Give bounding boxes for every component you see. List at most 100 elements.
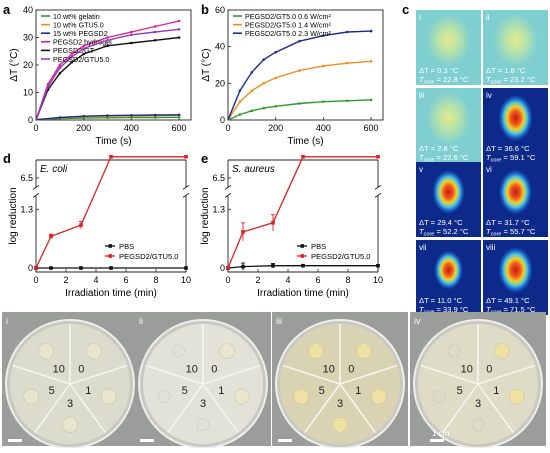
data-point (184, 154, 188, 159)
data-point (369, 60, 373, 63)
data-point (376, 154, 380, 159)
axis-break-mark (32, 184, 40, 190)
sector-divider (69, 383, 106, 434)
thermal-delta-t: ΔT = 2.8 °C (419, 144, 459, 153)
x-tick-label: 6 (123, 275, 128, 285)
data-point (153, 113, 157, 117)
cleared-spot (196, 418, 210, 432)
data-point (250, 109, 254, 113)
data-point (298, 39, 301, 43)
axis-break-mark (374, 192, 382, 198)
data-point (369, 98, 373, 102)
sector-label: 10 (461, 363, 473, 375)
legend-label-1: PEGSD2/GTU5.0 (311, 252, 371, 261)
x-tick-label: 600 (172, 123, 187, 133)
x-tick-label: 10 (181, 275, 191, 285)
sector-divider (12, 364, 71, 385)
data-point (177, 115, 181, 119)
sector-label: 3 (475, 398, 481, 410)
data-point (58, 63, 62, 67)
scale-bar-label: 1 cm (432, 429, 450, 438)
x-tick-label: 0 (225, 123, 230, 133)
y-tick-label: 6.5 (20, 173, 33, 183)
axis-break-mark (182, 184, 190, 190)
legend-label-0: PBS (119, 242, 134, 251)
thermal-core-temp: Tcore = 22.8 °C (419, 75, 469, 86)
sector-divider (339, 383, 376, 434)
data-point (369, 29, 373, 33)
data-point (262, 106, 266, 110)
colony-spot (356, 343, 372, 359)
data-point (109, 266, 113, 270)
thermal-hotspot (498, 95, 533, 141)
thermal-hotspot (426, 14, 471, 66)
data-point (274, 76, 277, 80)
data-point (250, 89, 254, 92)
thermal-core-temp: Tcore = 22.6 °C (419, 153, 469, 164)
sector-divider (304, 383, 341, 434)
thermal-core-temp: Tcore = 52.2 °C (419, 227, 469, 238)
data-point (345, 30, 349, 34)
thermal-image-index: ii (486, 13, 490, 22)
x-axis-label: Irradiation time (min) (257, 288, 349, 299)
data-point (106, 38, 109, 42)
legend-label-2: 15 wt% PEGSD2 (53, 29, 108, 38)
data-point (184, 266, 188, 270)
data-point (298, 69, 301, 72)
colony-spot (38, 343, 54, 359)
data-point (58, 116, 62, 119)
sector-label: 1 (493, 385, 499, 397)
data-point (177, 27, 181, 31)
y-tick-label: 30 (23, 33, 33, 43)
y-tick-label: 1.3 (212, 204, 225, 214)
data-point (46, 85, 50, 89)
data-point (241, 230, 245, 234)
panel-label-d: d (3, 151, 11, 166)
sector-label: 0 (486, 363, 492, 375)
thermal-core-temp: Tcore = 59.1 °C (486, 153, 536, 164)
scale-bar (278, 439, 292, 442)
data-point (177, 19, 181, 23)
axis-break-mark (374, 184, 382, 190)
colony-spot (86, 343, 102, 359)
sector-label: 3 (67, 398, 73, 410)
legend-label-0: PBS (311, 242, 326, 251)
legend-label-1: 10 wt% GTU5.0 (53, 20, 104, 29)
axis-break-mark (182, 192, 190, 198)
panel-label-a: a (3, 2, 11, 17)
y-tick-label: 6.5 (212, 173, 225, 183)
sector-divider (477, 383, 514, 434)
data-point (274, 50, 277, 54)
thermal-hotspot (499, 169, 532, 215)
data-point (79, 266, 83, 270)
data-point (177, 113, 181, 117)
y-tick-label: 0 (220, 263, 225, 273)
sector-divider (167, 383, 204, 434)
y-tick-label: 0 (220, 115, 225, 125)
thermal-core-temp: Tcore = 23.2 °C (486, 75, 536, 86)
data-point (130, 33, 133, 37)
sector-label: 5 (182, 385, 188, 397)
thermal-delta-t: ΔT = 29.4 °C (419, 218, 463, 227)
data-point (241, 264, 245, 269)
y-tick-label: 0 (28, 115, 33, 125)
data-point (130, 41, 133, 45)
data-point (238, 89, 242, 92)
data-point (82, 114, 85, 118)
legend-label-4: PEGSD2/GT (53, 46, 95, 55)
data-point (301, 154, 305, 159)
y-tick-label: 40 (23, 5, 33, 15)
cleared-spot (432, 390, 446, 403)
sector-label: 3 (337, 398, 343, 410)
panel-label-e: e (201, 151, 208, 166)
colony-spot (308, 343, 324, 359)
scale-bar (140, 439, 154, 442)
x-tick-label: 0 (33, 123, 38, 133)
colony-spot (62, 416, 78, 433)
colony-spot (23, 388, 39, 405)
sector-label: 10 (186, 363, 198, 375)
sector-divider (202, 383, 239, 434)
sector-divider (339, 364, 398, 385)
data-point (177, 36, 181, 39)
